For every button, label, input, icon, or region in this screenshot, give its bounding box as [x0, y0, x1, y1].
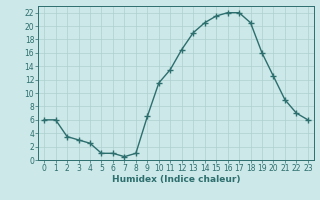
X-axis label: Humidex (Indice chaleur): Humidex (Indice chaleur) [112, 175, 240, 184]
